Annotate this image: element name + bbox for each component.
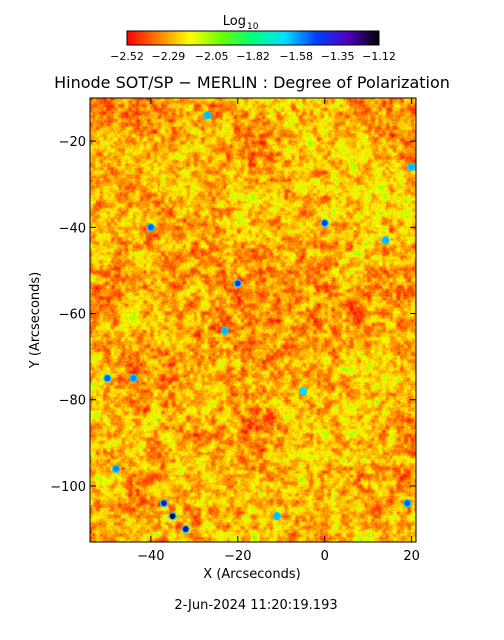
x-axis-ticks: −40 −20 0 20	[137, 98, 420, 564]
feature-point	[129, 374, 138, 383]
feature-point	[381, 236, 390, 245]
colorbar-tick-label: −1.35	[321, 50, 355, 63]
feature-point	[159, 499, 168, 508]
colorbar-tick-label: −1.12	[362, 50, 396, 63]
y-tick-label: −20	[59, 135, 86, 150]
feature-point	[181, 524, 190, 534]
colorbar	[126, 30, 380, 46]
feature-point	[403, 499, 412, 508]
colorbar-label-main: Log	[223, 14, 246, 29]
x-tick-label: 20	[403, 549, 420, 564]
feature-point	[220, 326, 229, 335]
y-axis-ticks: −20 −40 −60 −80 −100	[50, 135, 416, 495]
feature-point	[103, 374, 112, 383]
feature-point	[407, 162, 416, 172]
x-axis-label: X (Arcseconds)	[203, 567, 300, 582]
timestamp: 2-Jun-2024 11:20:19.193	[174, 598, 337, 613]
feature-points	[103, 111, 416, 534]
colorbar-tick-label: −2.05	[195, 50, 229, 63]
colorbar-tick-label: −1.58	[279, 50, 313, 63]
colorbar-label-subscript: 10	[247, 22, 259, 32]
feature-point	[111, 464, 121, 473]
colorbar-tick-label: −2.52	[110, 50, 144, 63]
colorbar-tick-label: −2.29	[152, 50, 186, 63]
y-tick-label: −60	[59, 308, 86, 323]
y-tick-label: −40	[59, 221, 86, 236]
x-tick-label: −20	[224, 549, 251, 564]
colorbar-label: Log 10	[223, 14, 259, 32]
chart-title: Hinode SOT/SP − MERLIN : Degree of Polar…	[54, 73, 450, 92]
feature-point	[272, 512, 282, 521]
feature-point	[168, 512, 177, 521]
x-tick-label: 0	[321, 549, 329, 564]
x-tick-label: −40	[137, 549, 164, 564]
polarization-heatmap	[90, 98, 416, 542]
feature-point	[320, 218, 329, 228]
feature-point	[146, 223, 155, 232]
colorbar-tick-label: −1.82	[236, 50, 270, 63]
y-tick-label: −80	[59, 394, 86, 409]
plot-frame	[89, 97, 417, 543]
colorbar-ticks: −2.52 −2.29 −2.05 −1.82 −1.58 −1.35 −1.12	[110, 50, 396, 63]
y-axis-label: Y (Arcseconds)	[28, 272, 43, 369]
feature-point	[233, 279, 242, 288]
y-tick-label: −100	[50, 480, 86, 495]
feature-point	[298, 387, 308, 396]
feature-point	[203, 111, 212, 120]
